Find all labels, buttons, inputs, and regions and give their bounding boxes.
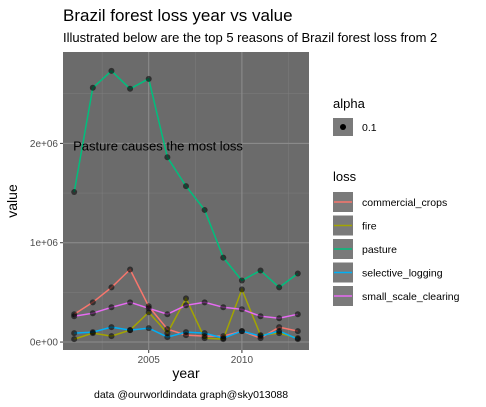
data-point-small-scale-clearing — [238, 306, 245, 313]
data-point-selective-logging — [201, 330, 208, 337]
data-point-pasture — [145, 75, 152, 82]
legend-alpha: alpha 0.1 — [333, 96, 377, 136]
data-point-commercial-crops — [89, 299, 96, 306]
legend-alpha-point — [340, 124, 346, 130]
y-tick-label: 0e+00 — [30, 338, 59, 349]
data-point-selective-logging — [127, 327, 134, 334]
legend-alpha-title: alpha — [333, 96, 366, 111]
data-point-selective-logging — [220, 335, 227, 342]
data-point-small-scale-clearing — [89, 310, 96, 317]
data-point-pasture — [294, 270, 301, 277]
y-axis-title: value — [4, 184, 20, 218]
gridlines — [63, 52, 309, 350]
legend-label-fire: fire — [362, 221, 377, 233]
data-point-pasture — [201, 206, 208, 213]
data-point-selective-logging — [276, 328, 283, 335]
data-point-fire — [108, 333, 115, 340]
annotation-label: Pasture causes the most loss — [73, 138, 243, 153]
data-point-small-scale-clearing — [257, 313, 264, 320]
legend-loss-title: loss — [333, 169, 357, 184]
data-point-pasture — [108, 67, 115, 74]
data-point-commercial-crops — [108, 284, 115, 291]
data-point-small-scale-clearing — [201, 299, 208, 306]
data-point-fire — [71, 336, 78, 343]
data-point-small-scale-clearing — [127, 299, 134, 306]
data-point-pasture — [89, 84, 96, 91]
data-point-small-scale-clearing — [164, 311, 171, 318]
data-point-pasture — [238, 277, 245, 284]
chart-title: Brazil forest loss year vs value — [63, 6, 293, 25]
data-point-selective-logging — [108, 324, 115, 331]
data-point-small-scale-clearing — [108, 304, 115, 311]
data-point-pasture — [220, 254, 227, 261]
data-point-pasture — [164, 154, 171, 161]
data-point-small-scale-clearing — [294, 311, 301, 318]
data-point-pasture — [257, 267, 264, 274]
data-point-pasture — [127, 85, 134, 92]
legend-label-pasture: pasture — [362, 244, 397, 256]
data-point-small-scale-clearing — [276, 315, 283, 322]
data-point-selective-logging — [89, 329, 96, 336]
data-point-fire — [201, 335, 208, 342]
chart-subtitle: Illustrated below are the top 5 reasons … — [63, 30, 437, 45]
series-layer — [71, 67, 301, 343]
data-point-small-scale-clearing — [145, 305, 152, 312]
data-point-commercial-crops — [294, 328, 301, 335]
legend-label-small-scale-clearing: small_scale_clearing — [362, 291, 460, 303]
data-point-selective-logging — [71, 330, 78, 337]
data-point-selective-logging — [183, 329, 189, 336]
data-point-selective-logging — [238, 328, 245, 335]
data-point-fire — [238, 286, 245, 293]
data-point-selective-logging — [294, 336, 301, 343]
data-point-small-scale-clearing — [71, 313, 78, 320]
data-point-pasture — [276, 284, 283, 291]
data-point-fire — [183, 295, 189, 302]
data-point-selective-logging — [257, 333, 264, 340]
data-point-small-scale-clearing — [220, 304, 227, 311]
y-tick-label: 1e+06 — [30, 238, 59, 249]
data-point-pasture — [183, 183, 189, 190]
y-tick-label: 2e+06 — [30, 139, 59, 150]
legend-label-selective-logging: selective_logging — [362, 268, 443, 280]
data-point-pasture — [71, 189, 78, 196]
caption: data @ourworldindata graph@sky013088 — [94, 389, 288, 401]
x-tick-label: 2005 — [138, 355, 161, 366]
x-tick-label: 2010 — [231, 355, 254, 366]
legend-label-commercial-crops: commercial_crops — [362, 197, 447, 209]
data-point-small-scale-clearing — [183, 302, 189, 309]
data-point-selective-logging — [164, 334, 171, 341]
legend-alpha-label: 0.1 — [362, 122, 377, 134]
data-point-commercial-crops — [127, 266, 134, 273]
axis-ticks: 2005 2010 0e+00 1e+06 2e+06 — [30, 139, 254, 366]
data-point-selective-logging — [145, 325, 152, 332]
x-axis-title: year — [172, 365, 200, 381]
